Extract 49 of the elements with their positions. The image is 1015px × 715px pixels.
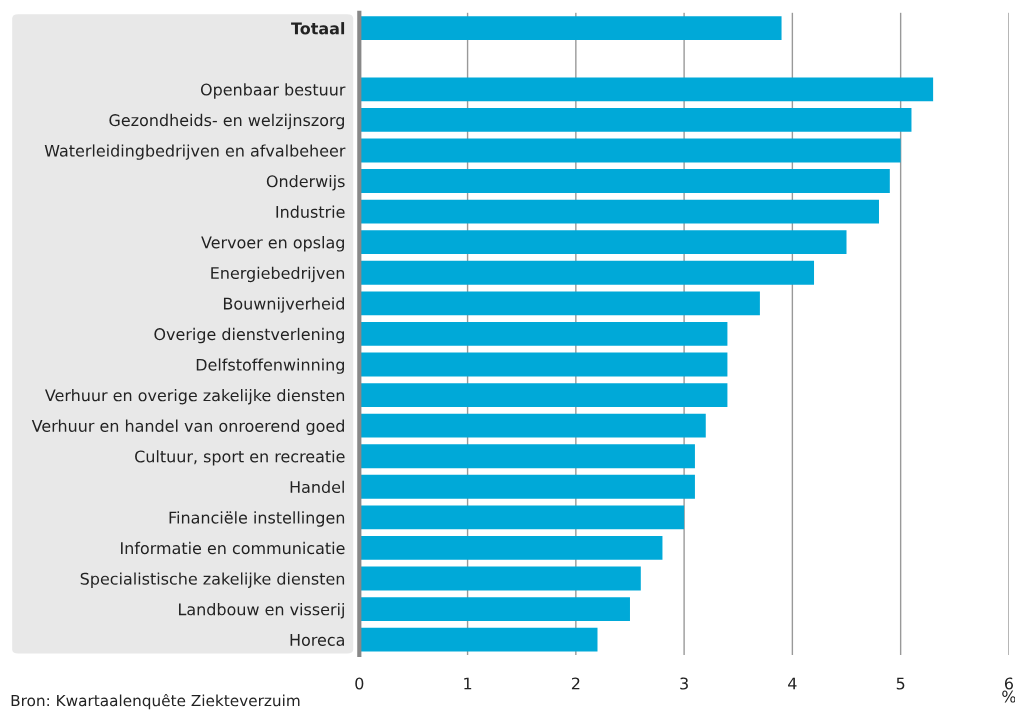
y-tick-label: Delfstoffenwinning xyxy=(196,358,344,374)
bar xyxy=(359,107,912,132)
x-axis-title: % xyxy=(1002,690,1015,703)
y-tick-label: Cultuur, sport en recreatie xyxy=(135,450,345,466)
bar xyxy=(359,627,598,652)
y-tick-label: Landbouw en visserij xyxy=(179,603,344,619)
y-tick-label: Verhuur en handel van onroerend goed xyxy=(31,419,344,436)
y-tick-label: Handel xyxy=(290,480,344,494)
y-tick-label: Bouwnijverheid xyxy=(223,297,344,313)
bar xyxy=(359,474,695,499)
x-tick-label: 4 xyxy=(788,677,797,690)
y-tick-label: Openbaar bestuur xyxy=(200,83,346,99)
y-tick-label: Onderwijs xyxy=(266,174,345,191)
text: Bron: Kwartaalenquête Ziekteverzuim xyxy=(11,693,300,710)
bar xyxy=(359,413,706,438)
bar xyxy=(359,260,815,285)
bar xyxy=(359,291,760,316)
bar xyxy=(359,16,782,41)
y-tick-label: Totaal xyxy=(291,22,345,35)
bar xyxy=(359,321,728,346)
y-tick-label: Gezondheids- en welzijnszorg xyxy=(109,113,344,130)
y-tick-label: Informatie en communicatie xyxy=(121,541,345,555)
y-tick-label: Industrie xyxy=(276,205,345,218)
y-tick-label: Verhuur en overige zakelijke diensten xyxy=(44,388,345,405)
y-tick-label: Waterleidingbedrijven en afvalbeheer xyxy=(44,144,346,160)
bar xyxy=(359,169,890,193)
bar xyxy=(359,199,879,224)
y-tick-label: Specialistische zakelijke diensten xyxy=(80,572,345,588)
bar xyxy=(359,383,728,407)
x-tick-label: 5 xyxy=(896,677,905,690)
bar xyxy=(359,536,663,560)
y-tick-label: Energiebedrijven xyxy=(211,266,345,283)
bar xyxy=(359,138,901,163)
x-tick-label: 3 xyxy=(680,677,688,690)
y-tick-label: Financiële instellingen xyxy=(169,511,345,527)
bar xyxy=(359,597,630,621)
y-tick-label: Vervoer en opslag xyxy=(201,236,344,252)
bar xyxy=(359,566,641,591)
y-tick-label: Horeca xyxy=(290,634,344,646)
bar xyxy=(359,444,695,469)
bar xyxy=(359,352,728,377)
x-tick-label: 1 xyxy=(464,677,472,690)
y-tick-label: Overige dienstverlening xyxy=(154,327,344,344)
x-tick-label: 0 xyxy=(355,677,364,690)
x-tick-label: 6 xyxy=(1004,677,1013,690)
x-tick-label: 2 xyxy=(571,677,580,690)
bar xyxy=(359,77,934,102)
bar xyxy=(359,505,685,530)
bar xyxy=(359,230,847,255)
